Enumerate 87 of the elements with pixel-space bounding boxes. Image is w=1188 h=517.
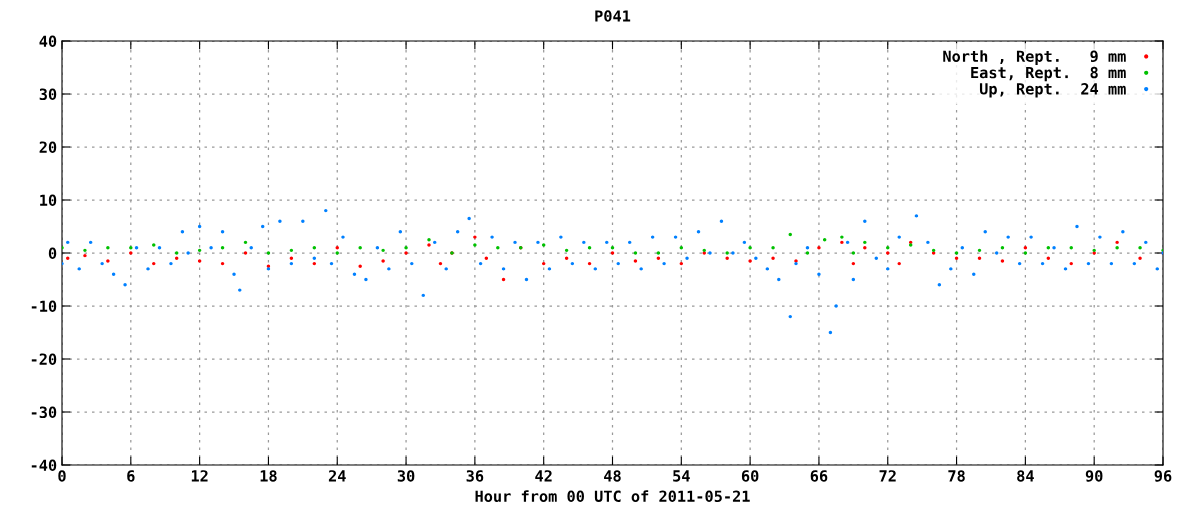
point xyxy=(564,256,569,260)
legend-label: Up, Rept. 24 mm xyxy=(979,83,1126,98)
point xyxy=(404,251,408,255)
point xyxy=(1138,256,1142,260)
point xyxy=(817,246,821,250)
point xyxy=(977,256,982,260)
point xyxy=(129,251,133,255)
point xyxy=(840,240,844,245)
y-tick-label: -30 xyxy=(31,406,57,419)
x-tick-label: 96 xyxy=(1154,470,1172,482)
x-tick-label: 0 xyxy=(58,470,66,482)
point xyxy=(289,248,294,253)
x-tick-label: 78 xyxy=(948,470,965,482)
point xyxy=(220,246,225,250)
point xyxy=(438,261,443,266)
point xyxy=(977,248,982,253)
x-tick-label: 54 xyxy=(673,470,690,482)
legend-label: East, Rept. 8 mm xyxy=(971,66,1126,82)
point xyxy=(748,246,752,250)
point xyxy=(501,277,506,282)
point xyxy=(106,259,110,263)
point xyxy=(679,246,684,250)
point xyxy=(197,248,202,253)
point xyxy=(152,261,156,266)
point xyxy=(484,256,489,260)
x-tick-label: 60 xyxy=(741,470,759,482)
point xyxy=(886,251,890,255)
point xyxy=(83,248,87,253)
x-tick-label: 12 xyxy=(191,470,208,482)
point xyxy=(1000,246,1005,250)
x-axis-title: Hour from 00 UTC of 2011-05-21 xyxy=(475,490,750,503)
point xyxy=(788,232,792,237)
point xyxy=(564,248,569,253)
y-tick-label: 0 xyxy=(48,247,57,260)
point xyxy=(725,251,729,255)
x-tick-label: 48 xyxy=(604,470,621,482)
point xyxy=(954,256,959,260)
point xyxy=(243,240,248,245)
point xyxy=(587,261,592,266)
point xyxy=(851,261,856,266)
y-tick-label: 30 xyxy=(39,88,57,101)
x-tick-label: 84 xyxy=(1017,470,1034,482)
x-tick-label: 18 xyxy=(260,470,277,482)
point xyxy=(473,235,477,239)
point xyxy=(174,256,179,260)
y-tick-label: 20 xyxy=(39,141,57,154)
point xyxy=(220,261,225,266)
point xyxy=(610,246,615,250)
y-tick-label: -10 xyxy=(31,300,57,313)
x-tick-label: 36 xyxy=(466,470,484,482)
point xyxy=(587,246,592,250)
point xyxy=(473,243,477,247)
point xyxy=(312,261,317,266)
point xyxy=(1023,246,1028,250)
point xyxy=(748,259,752,263)
point xyxy=(335,251,339,255)
legend-label: North , Rept. 9 mm xyxy=(943,50,1126,65)
x-tick-label: 30 xyxy=(397,470,415,482)
point xyxy=(771,256,775,260)
point xyxy=(427,243,431,247)
point xyxy=(1115,240,1119,245)
y-tick-label: 40 xyxy=(39,35,57,48)
y-tick-label: 10 xyxy=(40,194,57,207)
point xyxy=(1069,261,1073,266)
x-tick-label: 24 xyxy=(328,470,346,482)
x-tick-label: 90 xyxy=(1085,470,1103,482)
point xyxy=(106,246,110,250)
x-tick-label: 42 xyxy=(535,470,552,482)
x-tick-label: 66 xyxy=(810,470,828,482)
point xyxy=(381,259,385,263)
point xyxy=(289,256,294,260)
x-tick-label: 6 xyxy=(127,470,135,482)
point xyxy=(656,256,661,260)
chart-title: P041 xyxy=(595,10,631,22)
point xyxy=(541,261,546,266)
y-tick-label: -20 xyxy=(31,353,57,366)
point xyxy=(427,238,431,242)
point xyxy=(1046,256,1051,260)
point xyxy=(1046,246,1051,250)
x-tick-label: 72 xyxy=(879,470,896,482)
point xyxy=(840,235,844,239)
point xyxy=(679,261,684,266)
point xyxy=(152,243,156,247)
point xyxy=(312,246,317,250)
point xyxy=(1115,246,1119,250)
y-tick-label: -40 xyxy=(31,459,57,472)
point xyxy=(381,248,385,253)
